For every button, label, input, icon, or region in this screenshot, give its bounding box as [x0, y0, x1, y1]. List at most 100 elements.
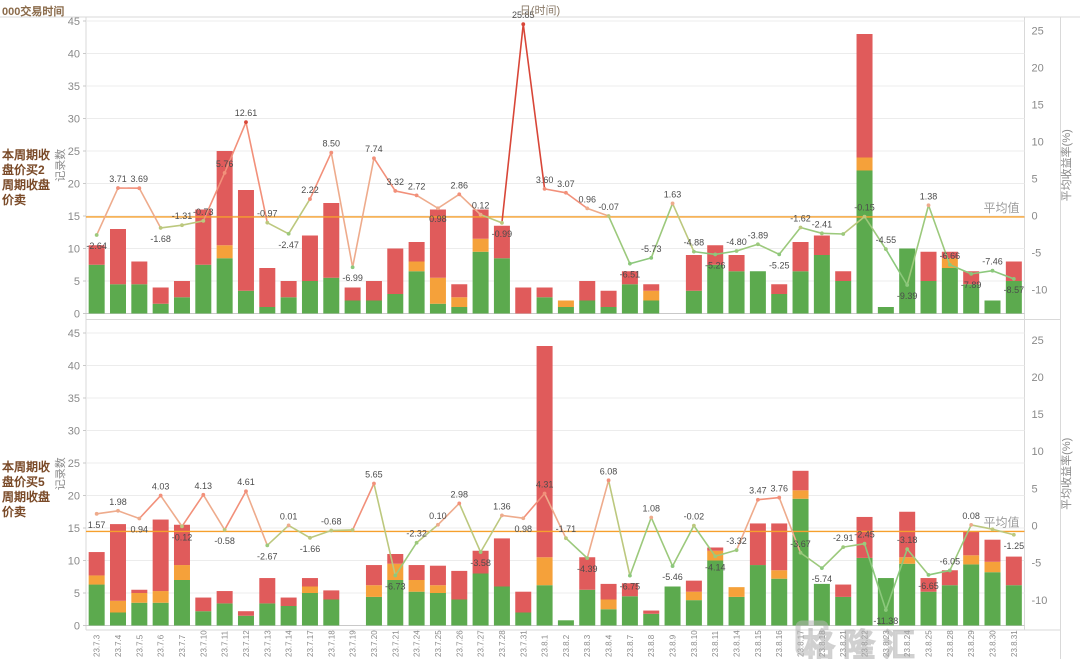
bar-segment: [621, 271, 638, 285]
return-line-segment: [351, 482, 375, 531]
bar-segment: [387, 248, 404, 294]
return-line-segment: [586, 479, 610, 559]
line-value-label: -0.12: [172, 532, 193, 542]
line-marker: [222, 170, 227, 175]
line-marker: [137, 516, 142, 521]
bar-segment: [365, 596, 382, 626]
return-line-segment: [437, 193, 461, 210]
bar-segment: [771, 570, 788, 579]
line-value-label: -1.31: [172, 211, 193, 221]
x-axis-label: 23.7.21: [391, 630, 400, 657]
svg-text:20: 20: [1032, 63, 1044, 75]
line-marker: [969, 271, 974, 276]
bar-segment: [835, 584, 852, 597]
x-axis-label: 23.8.22: [861, 630, 870, 657]
line-marker: [436, 206, 440, 211]
line-marker: [180, 524, 184, 529]
x-axis-label: 23.7.6: [157, 634, 166, 657]
line-value-label: 2.72: [408, 181, 426, 191]
line-value-label: -2.67: [257, 551, 278, 561]
line-marker: [713, 252, 718, 257]
line-value-label: -2.45: [854, 530, 875, 540]
line-marker: [94, 511, 99, 516]
line-value-label: 4.31: [536, 479, 554, 489]
bar-segment: [685, 290, 702, 314]
svg-text:15: 15: [68, 523, 80, 535]
return-line-segment: [309, 529, 333, 539]
bar-segment: [472, 550, 489, 574]
line-marker: [862, 541, 867, 546]
x-axis-label: 23.7.19: [349, 630, 358, 657]
return-line-segment: [287, 524, 311, 539]
x-axis-label: 23.8.11: [711, 630, 720, 657]
line-value-label: -1.62: [790, 213, 811, 223]
line-value-label: -0.97: [257, 209, 278, 219]
return-line-segment: [138, 187, 162, 229]
bar-segment: [963, 564, 980, 626]
line-marker: [244, 120, 248, 125]
return-line-segment: [394, 190, 418, 197]
average-line-label: 平均值: [983, 514, 1019, 529]
bar-segment: [493, 538, 510, 587]
line-marker: [841, 545, 846, 550]
bar-segment: [536, 297, 553, 314]
bar-segment: [515, 612, 532, 626]
line-value-label: -0.73: [193, 207, 214, 217]
bar-segment: [451, 599, 468, 626]
x-axis-label: 23.8.17: [797, 630, 806, 657]
bar-segment: [621, 284, 638, 314]
bar-segment: [301, 578, 318, 587]
line-value-label: 7.74: [365, 144, 383, 154]
bar-segment: [237, 615, 254, 626]
bar-segment: [301, 593, 318, 626]
bar-segment: [792, 498, 809, 626]
line-marker: [542, 186, 547, 191]
bar-segment: [749, 271, 766, 314]
line-value-label: -3.89: [748, 230, 769, 240]
line-value-label: -3.58: [470, 558, 491, 568]
bar-segment: [109, 229, 126, 285]
bar-segment: [365, 565, 382, 586]
bar-segment: [685, 255, 702, 291]
line-value-label: -6.65: [918, 581, 939, 591]
bar-segment: [856, 557, 873, 626]
return-line-segment: [885, 248, 908, 286]
x-axis-label: 23.7.4: [114, 634, 123, 657]
svg-text:25: 25: [68, 146, 80, 158]
bar-segment: [1005, 281, 1022, 314]
return-line-segment: [778, 496, 802, 554]
line-marker: [393, 573, 398, 578]
line-marker: [372, 156, 376, 161]
bar-segment: [963, 271, 980, 285]
line-marker: [393, 189, 398, 193]
bar-segment: [600, 290, 617, 307]
svg-text:20: 20: [1032, 372, 1044, 384]
line-marker: [990, 527, 995, 532]
svg-text:40: 40: [68, 361, 80, 373]
line-value-label: 8.50: [323, 139, 341, 149]
bar-segment: [600, 599, 617, 610]
bar-segment: [237, 611, 254, 616]
svg-text:15: 15: [68, 211, 80, 223]
line-marker: [585, 556, 590, 561]
bar-segment: [771, 284, 788, 294]
svg-text:10: 10: [68, 244, 80, 256]
bar-segment: [877, 578, 894, 626]
return-line-segment: [394, 541, 418, 577]
line-value-label: -11.38: [873, 616, 898, 626]
line-marker: [116, 508, 120, 513]
return-line-segment: [927, 204, 951, 266]
return-line-segment: [650, 202, 674, 259]
return-line-segment: [863, 215, 887, 250]
line-value-label: 5.65: [365, 470, 383, 480]
x-axis-label: 23.8.1: [541, 634, 550, 657]
x-axis-label: 23.8.31: [1010, 630, 1019, 657]
return-line-segment: [821, 546, 844, 569]
bar-segment: [152, 287, 169, 304]
bar-segment: [323, 277, 340, 314]
x-axis-label: 23.7.11: [221, 630, 230, 657]
bar-segment: [451, 284, 468, 298]
x-axis-label: 23.7.13: [263, 630, 272, 657]
bar-segment: [984, 300, 1001, 314]
return-line-segment: [757, 243, 781, 256]
